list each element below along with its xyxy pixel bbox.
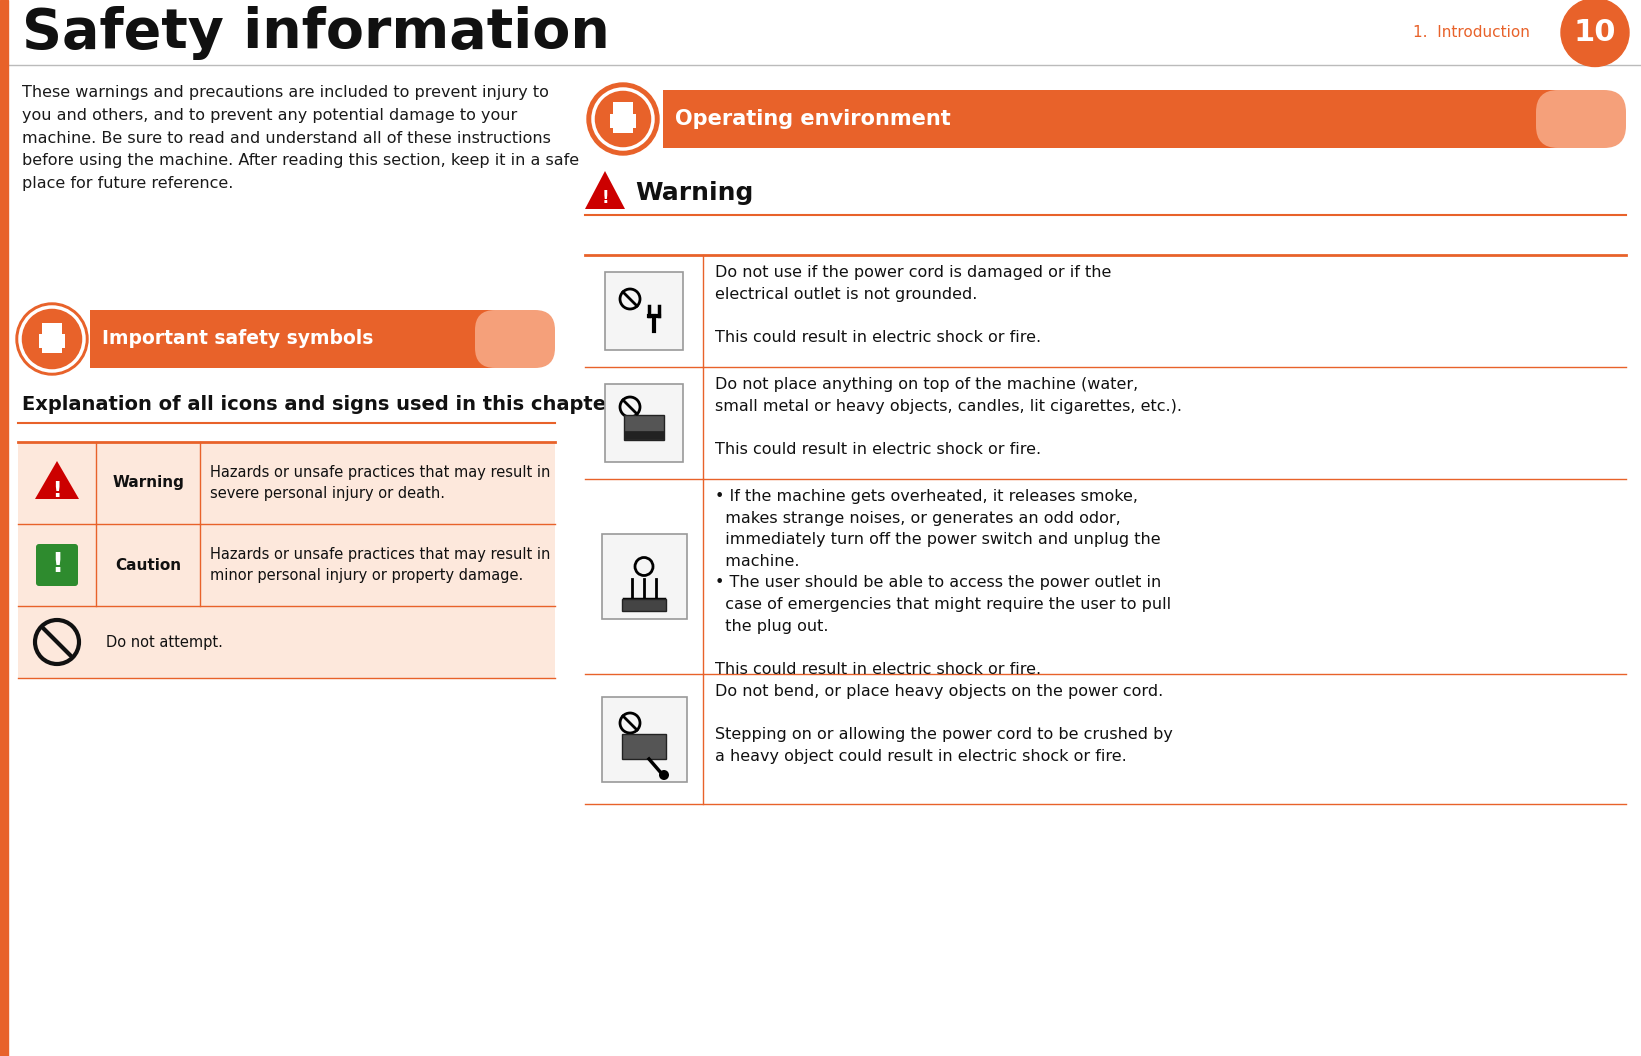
Text: Important safety symbols: Important safety symbols <box>102 329 374 348</box>
FancyBboxPatch shape <box>474 310 555 367</box>
Text: Caution: Caution <box>115 558 181 572</box>
Text: Warning: Warning <box>635 181 753 205</box>
Text: !: ! <box>51 552 62 578</box>
Bar <box>606 383 683 463</box>
Text: 10: 10 <box>1574 18 1616 48</box>
Bar <box>0 0 8 65</box>
Bar <box>614 124 633 133</box>
Bar <box>584 367 1626 479</box>
Bar <box>606 271 683 351</box>
Bar <box>18 442 555 524</box>
Circle shape <box>16 303 89 375</box>
Bar <box>663 90 1575 148</box>
Circle shape <box>1561 0 1630 67</box>
Circle shape <box>587 83 660 155</box>
Bar <box>622 734 666 759</box>
Bar <box>43 344 62 353</box>
Text: Hazards or unsafe practices that may result in
severe personal injury or death.: Hazards or unsafe practices that may res… <box>210 465 550 501</box>
Bar <box>602 697 686 781</box>
Text: Hazards or unsafe practices that may result in
minor personal injury or property: Hazards or unsafe practices that may res… <box>210 547 550 583</box>
Bar <box>624 415 665 440</box>
Text: Do not bend, or place heavy objects on the power cord.

Stepping on or allowing : Do not bend, or place heavy objects on t… <box>715 684 1173 763</box>
Text: !: ! <box>601 189 609 207</box>
Text: Do not attempt.: Do not attempt. <box>107 635 223 649</box>
Bar <box>43 323 62 336</box>
Bar <box>624 431 665 439</box>
Text: • If the machine gets overheated, it releases smoke,
  makes strange noises, or : • If the machine gets overheated, it rel… <box>715 489 1172 677</box>
Bar <box>602 534 686 619</box>
Text: Do not use if the power cord is damaged or if the
electrical outlet is not groun: Do not use if the power cord is damaged … <box>715 265 1111 345</box>
Text: !: ! <box>53 480 62 501</box>
Text: 1.  Introduction: 1. Introduction <box>1413 25 1529 40</box>
Bar <box>584 254 1626 367</box>
Bar <box>584 674 1626 804</box>
Bar <box>18 606 555 678</box>
Text: Warning: Warning <box>112 475 184 490</box>
Text: These warnings and precautions are included to prevent injury to
you and others,: These warnings and precautions are inclu… <box>21 84 579 191</box>
FancyBboxPatch shape <box>36 544 79 586</box>
Text: Do not place anything on top of the machine (water,
small metal or heavy objects: Do not place anything on top of the mach… <box>715 377 1182 457</box>
Bar <box>90 310 515 367</box>
Polygon shape <box>584 171 625 209</box>
FancyBboxPatch shape <box>1536 90 1626 148</box>
Bar <box>39 334 66 348</box>
Bar <box>18 524 555 606</box>
Bar <box>0 65 8 1056</box>
Text: Operating environment: Operating environment <box>674 109 950 129</box>
Text: Safety information: Safety information <box>21 5 610 59</box>
Bar <box>614 102 633 115</box>
Bar <box>584 479 1626 674</box>
Circle shape <box>660 770 670 780</box>
Bar <box>622 599 666 610</box>
Polygon shape <box>34 461 79 499</box>
Text: Explanation of all icons and signs used in this chapter: Explanation of all icons and signs used … <box>21 395 615 414</box>
Bar <box>610 114 637 128</box>
